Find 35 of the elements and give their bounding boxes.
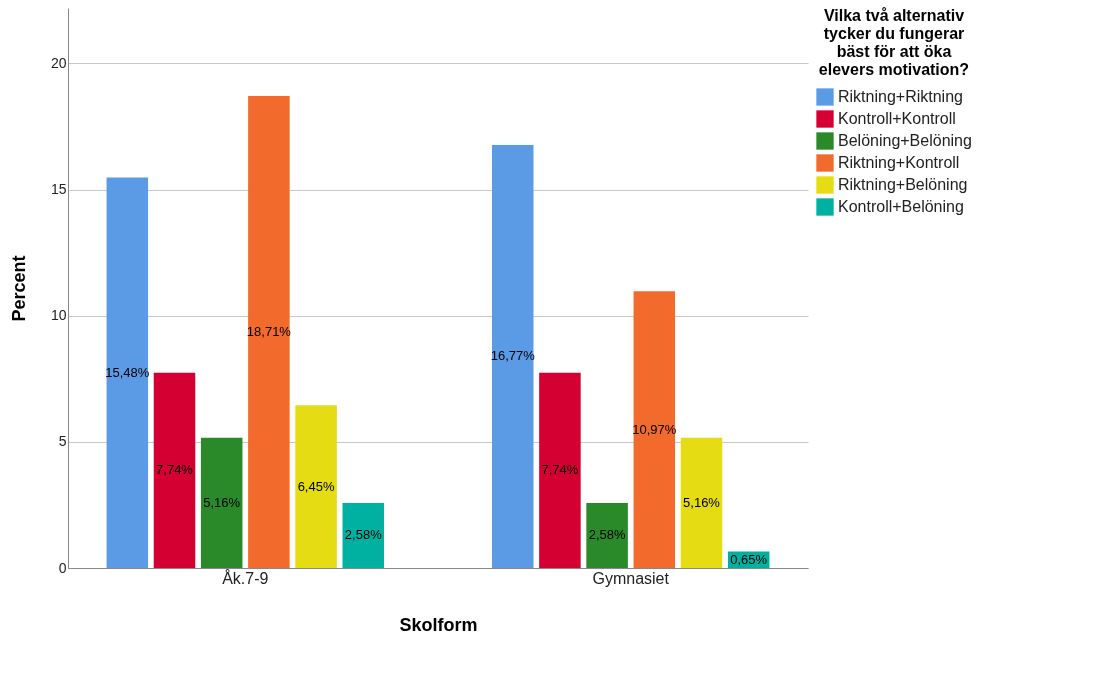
bar (153, 372, 196, 568)
data-label: 2,58% (344, 527, 383, 543)
bar (106, 177, 149, 568)
bar (539, 372, 581, 568)
data-label: 2,58% (588, 527, 626, 543)
data-label: 5,16% (683, 494, 721, 510)
legend-label: Belöning+Belöning (838, 132, 972, 149)
bar (248, 96, 290, 568)
legend-label: Riktning+Riktning (838, 88, 963, 105)
y-tick-label: 10 (50, 307, 67, 324)
data-label: 6,45% (297, 478, 335, 494)
bar (342, 502, 385, 568)
data-label: 7,74% (156, 462, 194, 478)
bar (633, 291, 676, 568)
legend-label: Riktning+Belöning (838, 176, 968, 193)
bar (491, 144, 534, 568)
data-label: 5,16% (203, 494, 241, 510)
bar (295, 405, 337, 568)
bar (680, 437, 723, 568)
x-axis-title: Skolform (399, 614, 478, 635)
data-label: 7,74% (541, 462, 579, 478)
bar (586, 502, 628, 568)
y-axis-title: Percent (8, 255, 29, 322)
legend-label: Kontroll+Belöning (838, 198, 964, 215)
legend-title: Vilka två alternativ tycker du fungerar bäst för att öka elevers motivation? (818, 7, 970, 78)
bar (200, 437, 243, 568)
y-tick-label: 5 (58, 433, 67, 450)
legend-label: Kontroll+Kontroll (838, 110, 956, 127)
data-label: 0,65% (730, 551, 768, 567)
y-tick-label: 0 (58, 559, 67, 576)
y-tick-label: 15 (50, 181, 67, 198)
x-tick-label: Åk.7-9 (222, 568, 269, 587)
y-tick-label: 20 (50, 55, 67, 71)
legend-label: Riktning+Kontroll (838, 154, 960, 171)
x-tick-label: Gymnasiet (592, 569, 670, 587)
